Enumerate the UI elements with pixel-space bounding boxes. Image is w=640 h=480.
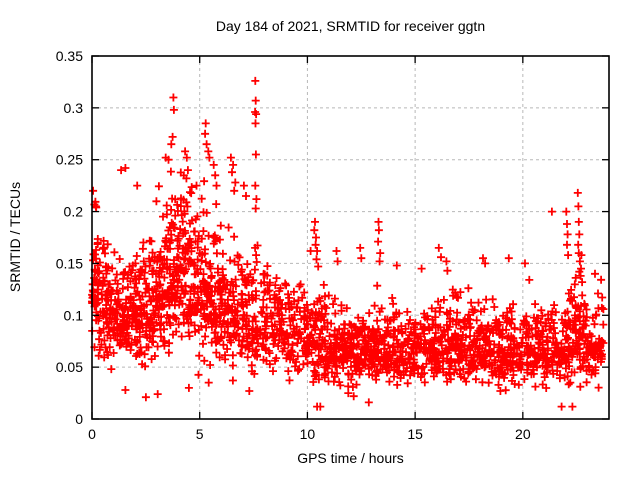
y-tick-label: 0.25 <box>56 152 83 168</box>
y-tick-label: 0.3 <box>64 100 84 116</box>
x-tick-label: 20 <box>515 426 531 442</box>
chart-title: Day 184 of 2021, SRMTID for receiver ggt… <box>215 18 486 34</box>
x-tick-label: 15 <box>407 426 423 442</box>
y-tick-label: 0.2 <box>64 204 84 220</box>
x-tick-label: 5 <box>196 426 204 442</box>
y-tick-label: 0 <box>75 411 83 427</box>
x-tick-label: 10 <box>300 426 316 442</box>
x-tick-label: 0 <box>88 426 96 442</box>
y-tick-label: 0.35 <box>56 48 83 64</box>
x-axis-label: GPS time / hours <box>297 450 404 466</box>
y-tick-label: 0.1 <box>64 307 84 323</box>
y-tick-label: 0.05 <box>56 359 83 375</box>
y-axis-label: SRMTID / TECUs <box>7 181 23 293</box>
plot-border <box>91 55 610 420</box>
data-points <box>88 76 608 411</box>
y-tick-label: 0.15 <box>56 255 83 271</box>
